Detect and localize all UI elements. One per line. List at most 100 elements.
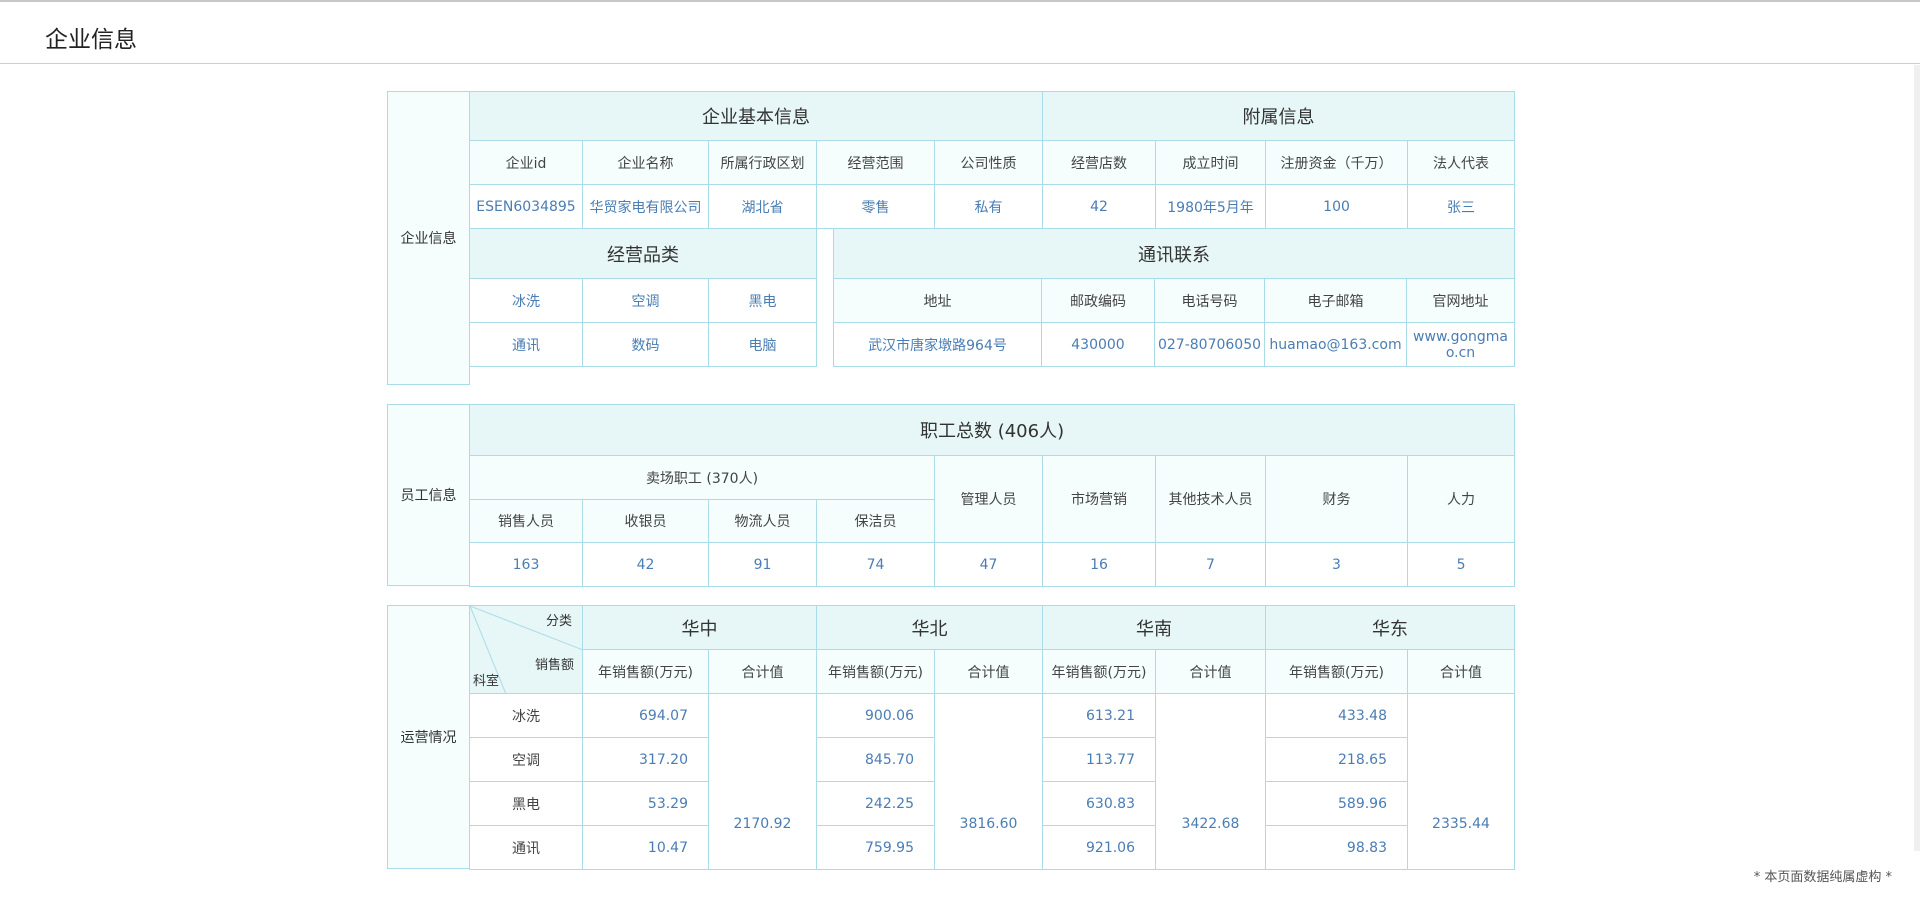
staff-total-title: 职工总数 (406人) (468, 404, 1516, 456)
top-border (0, 0, 1920, 2)
category-cell: 冰洗 (469, 278, 583, 323)
category-table: 经营品类 冰洗 空调 黑电 通讯 数码 电脑 (468, 228, 818, 367)
floor-staff-header-cell: 物流人员 (708, 499, 817, 543)
sales-value-cell: 98.83 (1265, 825, 1408, 870)
category-cell: 电脑 (707, 322, 818, 367)
company-value-cell: ESEN6034895 (469, 184, 583, 229)
sales-value-cell: 759.95 (816, 825, 935, 870)
contact-table: 通讯联系 地址 邮政编码 电话号码 电子邮箱 官网地址 武汉市唐家墩路964号 43000… (832, 228, 1516, 367)
company-value-cell: 张三 (1407, 184, 1516, 229)
floor-staff-header-cell: 销售人员 (469, 499, 583, 543)
contact-title: 通讯联系 (832, 228, 1516, 279)
corner-category-label: 分类 (545, 614, 572, 629)
staff-value-cell: 91 (708, 542, 817, 587)
floor-staff-title: 卖场职工 (370人) (469, 455, 935, 500)
sales-value-cell: 433.48 (1265, 693, 1408, 738)
sales-value-cell: 694.07 (582, 693, 709, 738)
contact-value-cell: huamao@163.com (1264, 322, 1407, 367)
contact-header-cell: 电话号码 (1154, 278, 1265, 323)
company-header-cell: 企业名称 (582, 140, 709, 185)
dept-cell: 通讯 (469, 825, 583, 870)
sales-value-cell: 589.96 (1265, 781, 1408, 826)
sales-subheader: 年销售额(万元) (816, 649, 935, 694)
sales-value-cell: 630.83 (1042, 781, 1156, 826)
region-header: 华南 (1042, 605, 1266, 650)
sales-value-cell: 900.06 (816, 693, 935, 738)
content-scroll-area[interactable]: 企业信息 企业基本信息 附属信息 企业id 企业名称 所属行政区划 经营范围 公司性质 经营… (0, 65, 1914, 870)
staff-table: 职工总数 (406人) 卖场职工 (370人) 管理人员 市场营销 其他技术人员 财务人… (468, 404, 1516, 587)
company-header-cell: 公司性质 (933, 140, 1044, 185)
sales-value-cell: 53.29 (582, 781, 709, 826)
region-header: 华北 (816, 605, 1043, 650)
staff-header-cell: 其他技术人员 (1155, 455, 1266, 543)
operations-row: 空调 317.20 845.70 113.77 218.65 (469, 737, 1515, 782)
staff-header-cell: 人力 (1406, 455, 1516, 543)
company-value-cell: 1980年5月年 (1155, 184, 1267, 229)
staff-header-cell: 管理人员 (934, 455, 1043, 543)
company-value-cell: 42 (1042, 184, 1157, 229)
contact-value-cell: www.gongmao.cn (1405, 322, 1516, 367)
company-header-cell: 企业id (469, 140, 583, 185)
total-subheader: 合计值 (934, 649, 1043, 694)
staff-value-cell: 7 (1155, 542, 1266, 587)
staff-value-cell: 5 (1406, 542, 1516, 587)
sales-value-cell: 113.77 (1042, 737, 1156, 782)
company-header-cell: 所属行政区划 (708, 140, 817, 185)
region-total-cell: 3816.60 (934, 693, 1043, 870)
corner-dept-label: 科室 (473, 674, 500, 689)
staff-value-cell: 74 (816, 542, 935, 587)
total-subheader: 合计值 (1155, 649, 1266, 694)
region-header: 华东 (1265, 605, 1515, 650)
contact-header-cell: 地址 (833, 278, 1042, 323)
corner-sales-label: 销售额 (534, 658, 574, 673)
category-cell: 通讯 (469, 322, 583, 367)
category-cell: 空调 (582, 278, 709, 323)
sales-subheader: 年销售额(万元) (1265, 649, 1408, 694)
company-header-cell: 成立时间 (1155, 140, 1267, 185)
sales-value-cell: 845.70 (816, 737, 935, 782)
page-title: 企业信息 (45, 27, 137, 53)
corner-header: 分类 销售额 科室 (469, 605, 583, 694)
staff-section-label: 员工信息 (387, 404, 470, 586)
dept-cell: 黑电 (469, 781, 583, 826)
floor-staff-header-cell: 保洁员 (816, 499, 935, 543)
contact-value-cell: 430000 (1041, 322, 1155, 367)
staff-value-cell: 16 (1042, 542, 1156, 587)
page-header: 企业信息 (0, 2, 1920, 64)
diagonal-lines (470, 606, 582, 693)
dept-cell: 冰洗 (469, 693, 583, 738)
company-value-cell: 100 (1265, 184, 1409, 229)
region-total-cell: 3422.68 (1155, 693, 1266, 870)
company-value-cell: 华贸家电有限公司 (582, 184, 709, 229)
vertical-scrollbar[interactable] (1914, 65, 1920, 851)
company-value-cell: 私有 (933, 184, 1044, 229)
operations-row: 通讯 10.47 759.95 921.06 98.83 (469, 825, 1515, 870)
company-header-cell: 法人代表 (1407, 140, 1516, 185)
region-total-cell: 2335.44 (1407, 693, 1515, 870)
category-cell: 黑电 (707, 278, 818, 323)
staff-value-cell: 3 (1265, 542, 1408, 587)
company-header-cell: 经营范围 (816, 140, 935, 185)
category-title: 经营品类 (468, 228, 818, 279)
category-cell: 数码 (582, 322, 709, 367)
contact-header-cell: 邮政编码 (1041, 278, 1155, 323)
sales-value-cell: 317.20 (582, 737, 709, 782)
company-section-label: 企业信息 (387, 91, 470, 385)
operations-table: 分类 销售额 科室 华中 华北 华南 华东 年销售额(万元) 合计值 年销售额(万元) 合计… (469, 605, 1515, 870)
region-header: 华中 (582, 605, 817, 650)
sales-value-cell: 10.47 (582, 825, 709, 870)
company-header-cell: 经营店数 (1042, 140, 1157, 185)
contact-value-cell: 武汉市唐家墩路964号 (833, 322, 1042, 367)
basic-info-title: 企业基本信息 (468, 91, 1044, 141)
operations-row: 黑电 53.29 242.25 630.83 589.96 (469, 781, 1515, 826)
floor-staff-header-cell: 收银员 (582, 499, 709, 543)
company-value-cell: 湖北省 (708, 184, 817, 229)
company-basic-table: 企业基本信息 附属信息 企业id 企业名称 所属行政区划 经营范围 公司性质 经营店数 成立时… (468, 91, 1516, 229)
region-total-cell: 2170.92 (708, 693, 817, 870)
staff-value-cell: 47 (934, 542, 1043, 587)
company-header-cell: 注册资金（千万） (1265, 140, 1409, 185)
sales-value-cell: 218.65 (1265, 737, 1408, 782)
sales-value-cell: 242.25 (816, 781, 935, 826)
sales-subheader: 年销售额(万元) (582, 649, 709, 694)
staff-header-cell: 财务 (1265, 455, 1408, 543)
